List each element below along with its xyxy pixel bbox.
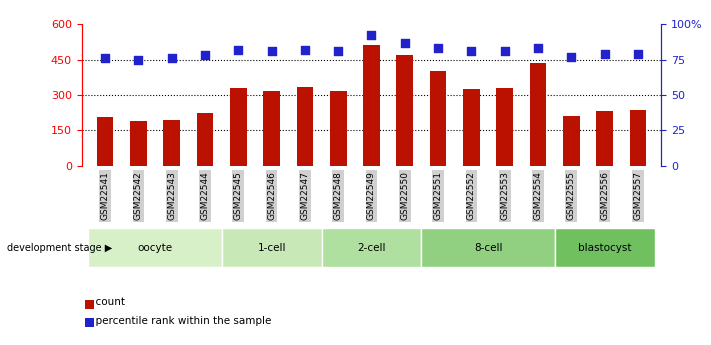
Bar xyxy=(321,228,422,267)
Text: GSM22548: GSM22548 xyxy=(333,171,343,220)
Text: GSM22541: GSM22541 xyxy=(100,171,109,220)
Point xyxy=(133,57,144,62)
Text: blastocyst: blastocyst xyxy=(578,243,631,253)
Bar xyxy=(530,63,546,166)
Text: count: count xyxy=(89,297,125,307)
Text: GSM22557: GSM22557 xyxy=(634,171,643,220)
Bar xyxy=(88,228,222,267)
Text: GSM22549: GSM22549 xyxy=(367,171,376,220)
Bar xyxy=(230,88,247,166)
Point xyxy=(566,54,577,59)
Bar xyxy=(330,91,346,166)
Point xyxy=(232,47,244,52)
Text: GSM22556: GSM22556 xyxy=(600,171,609,220)
Bar xyxy=(630,110,646,166)
Text: 2-cell: 2-cell xyxy=(357,243,386,253)
Text: GSM22543: GSM22543 xyxy=(167,171,176,220)
Bar xyxy=(597,111,613,166)
Text: 1-cell: 1-cell xyxy=(257,243,286,253)
Bar xyxy=(422,228,555,267)
Bar xyxy=(363,45,380,166)
Bar xyxy=(555,228,655,267)
Bar xyxy=(130,121,146,166)
Point xyxy=(266,48,277,54)
Point xyxy=(199,52,210,58)
Bar xyxy=(164,120,180,166)
Text: GSM22552: GSM22552 xyxy=(467,171,476,220)
Bar xyxy=(263,91,280,166)
Text: percentile rank within the sample: percentile rank within the sample xyxy=(89,316,272,326)
Point xyxy=(166,55,177,61)
Text: GSM22544: GSM22544 xyxy=(201,171,210,220)
Bar xyxy=(296,87,314,166)
Text: GSM22550: GSM22550 xyxy=(400,171,410,220)
Text: GSM22551: GSM22551 xyxy=(434,171,443,220)
Point xyxy=(466,48,477,54)
Point xyxy=(299,47,311,52)
Bar xyxy=(563,116,579,166)
Point xyxy=(533,46,544,51)
Point xyxy=(333,48,344,54)
Text: oocyte: oocyte xyxy=(137,243,173,253)
Point xyxy=(599,51,610,57)
Text: GSM22547: GSM22547 xyxy=(300,171,309,220)
Bar xyxy=(97,117,113,166)
Text: GSM22545: GSM22545 xyxy=(234,171,242,220)
Bar xyxy=(429,71,447,166)
Point xyxy=(632,51,643,57)
Point xyxy=(432,46,444,51)
Point xyxy=(499,48,510,54)
Text: development stage ▶: development stage ▶ xyxy=(7,243,112,253)
Text: GSM22555: GSM22555 xyxy=(567,171,576,220)
Bar xyxy=(222,228,321,267)
Text: 8-cell: 8-cell xyxy=(474,243,502,253)
Point xyxy=(100,55,111,61)
Bar xyxy=(463,89,480,166)
Text: GSM22553: GSM22553 xyxy=(501,171,509,220)
Point xyxy=(366,33,378,38)
Bar xyxy=(397,55,413,166)
Bar xyxy=(197,112,213,166)
Point xyxy=(399,40,410,45)
Text: GSM22542: GSM22542 xyxy=(134,171,143,220)
Text: GSM22554: GSM22554 xyxy=(533,171,542,220)
Bar xyxy=(496,88,513,166)
Text: GSM22546: GSM22546 xyxy=(267,171,276,220)
